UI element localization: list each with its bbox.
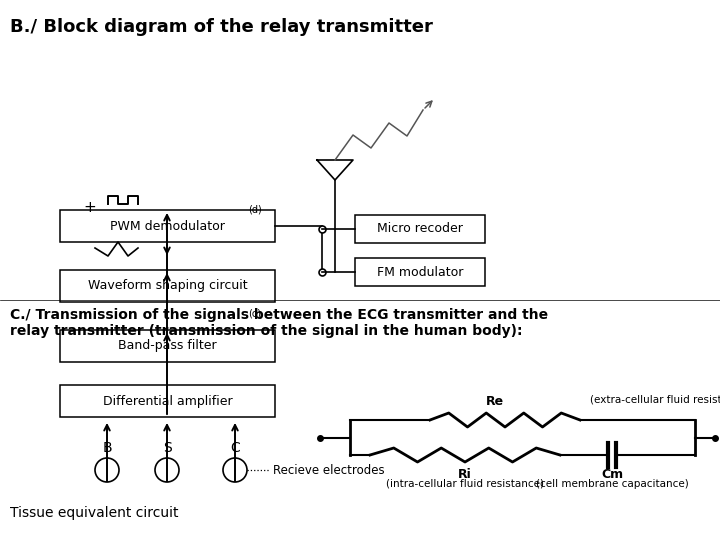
Text: S: S (163, 441, 171, 455)
Text: Micro recoder: Micro recoder (377, 222, 463, 235)
Bar (60, 330, 275, 362)
Text: B./ Block diagram of the relay transmitter: B./ Block diagram of the relay transmitt… (10, 18, 433, 36)
Text: Band-pass filter: Band-pass filter (118, 340, 217, 353)
Text: C: C (230, 441, 240, 455)
Text: (cell membrane capacitance): (cell membrane capacitance) (536, 479, 688, 489)
Bar (60, 210, 275, 242)
Text: FM modulator: FM modulator (377, 266, 463, 279)
Text: Differential amplifier: Differential amplifier (103, 395, 233, 408)
Text: Ri: Ri (458, 468, 472, 481)
Text: Tissue equivalent circuit: Tissue equivalent circuit (10, 506, 179, 520)
Bar (355, 215, 485, 243)
Text: (d): (d) (248, 204, 262, 214)
Text: Cm: Cm (601, 468, 623, 481)
Text: Waveform shaping circuit: Waveform shaping circuit (88, 280, 247, 293)
Text: C./ Transmission of the signals between the ECG transmitter and the
relay transm: C./ Transmission of the signals between … (10, 308, 548, 338)
Text: PWM demodulator: PWM demodulator (110, 219, 225, 233)
Text: B: B (102, 441, 112, 455)
Text: (c): (c) (248, 308, 261, 318)
Text: (extra-cellular fluid resistance): (extra-cellular fluid resistance) (590, 394, 720, 404)
Text: Recieve electrodes: Recieve electrodes (273, 463, 384, 476)
Bar (60, 270, 275, 302)
Text: Re: Re (486, 395, 504, 408)
Bar (355, 258, 485, 286)
Bar (60, 385, 275, 417)
Text: +: + (84, 199, 96, 214)
Text: (intra-cellular fluid resistance): (intra-cellular fluid resistance) (386, 479, 544, 489)
